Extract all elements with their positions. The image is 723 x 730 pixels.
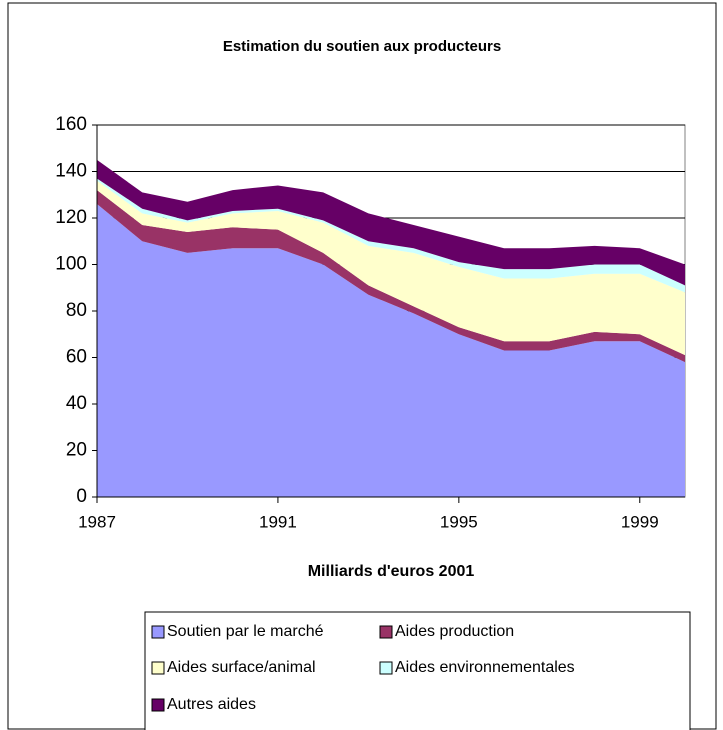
y-tick-label: 40 [66,393,87,414]
chart-title: Estimation du soutien aux producteurs [223,38,501,55]
x-tick-label: 1991 [259,512,297,531]
legend-swatch [151,661,165,675]
y-tick-label: 160 [55,114,87,135]
x-axis-label: Milliards d'euros 2001 [308,563,475,580]
legend-label: Aides environnementales [395,659,575,676]
x-tick-label: 1987 [78,512,116,531]
legend-swatch [151,625,165,639]
legend-label: Autres aides [167,696,256,713]
area [97,204,685,498]
y-tick-label: 60 [66,347,87,368]
legend-label: Aides surface/animal [167,659,316,676]
x-tick-label: 1999 [621,512,659,531]
area [97,159,685,286]
y-tick-label: 20 [66,440,87,461]
y-tick-label: 80 [66,300,87,321]
legend-swatch [379,625,393,639]
y-tick-label: 100 [55,254,87,275]
legend-label: Soutien par le marché [167,623,324,640]
x-tick-label: 1995 [440,512,478,531]
legend-swatch [151,698,165,712]
legend-swatch [379,661,393,675]
y-tick-label: 120 [55,207,87,228]
area [97,190,685,363]
legend-label: Aides production [395,623,514,640]
area [97,180,685,356]
y-tick-label: 140 [55,161,87,182]
y-tick-label: 0 [76,486,87,507]
legend-frame [144,611,691,730]
